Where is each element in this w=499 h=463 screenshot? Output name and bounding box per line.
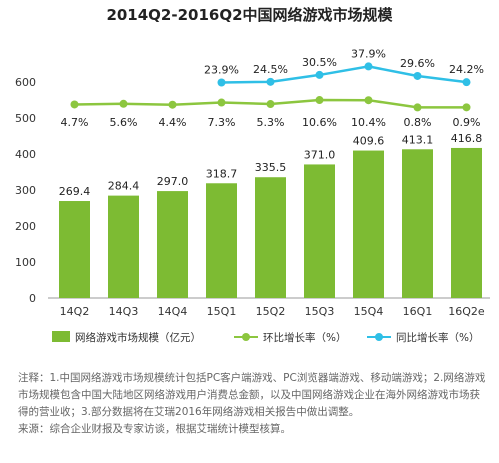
line-point (364, 96, 373, 105)
line-value-label: 0.8% (404, 116, 432, 129)
line-value-label: 24.5% (253, 63, 288, 76)
line-point (266, 100, 275, 109)
y-tick-label: 0 (29, 292, 36, 305)
bar-value-label: 409.6 (353, 135, 385, 148)
bar-swatch-icon (52, 331, 70, 342)
line-point (119, 99, 128, 108)
line-value-label: 29.6% (400, 57, 435, 70)
line-value-label: 4.7% (61, 116, 89, 129)
x-tick-label: 14Q2 (60, 305, 90, 318)
x-tick-label: 15Q3 (305, 305, 335, 318)
line-point (462, 78, 471, 87)
note-line: 注释：1.中国网络游戏市场规模统计包括PC客户端游戏、PC浏览器端游戏、移动端游… (18, 372, 486, 384)
legend-item-mom: 环比增长率（%） (234, 330, 346, 345)
line-point (413, 103, 422, 112)
x-tick-label: 14Q3 (109, 305, 139, 318)
bar-value-labels: 269.4 284.4 297.0 318.7 335.5 371.0 409.6 413.1… (59, 132, 483, 198)
line-value-label: 30.5% (302, 56, 337, 69)
note-line: 市场规模包含中国大陆地区网络游戏用户消费总金额，以及中国网络游戏企业在海外网络游… (18, 389, 480, 401)
combo-chart: 0 100 200 300 400 500 600 14Q2 14Q3 14Q4 15Q1 15Q2… (15, 47, 490, 318)
line-value-label: 7.3% (208, 116, 236, 129)
bar (59, 201, 90, 298)
legend-label-mom: 环比增长率（%） (263, 332, 347, 344)
line-value-label: 24.2% (449, 63, 484, 76)
bar (402, 149, 433, 298)
line-value-label: 10.4% (351, 116, 386, 129)
chart-title: 2014Q2-2016Q2中国网络游戏市场规模 (106, 6, 393, 24)
bar (206, 183, 237, 298)
line-point (315, 70, 324, 79)
line-point (70, 100, 79, 109)
y-tick-label: 600 (15, 76, 36, 89)
bar (108, 195, 139, 298)
y-tick-label: 500 (15, 112, 36, 125)
bar-value-label: 269.4 (59, 185, 91, 198)
y-tick-label: 400 (15, 148, 36, 161)
line-point (266, 77, 275, 86)
bar-value-label: 318.7 (206, 167, 238, 180)
line-point (168, 100, 177, 109)
bar (255, 177, 286, 298)
bar-value-label: 371.0 (304, 148, 336, 161)
legend-item-market-size: 网络游戏市场规模（亿元） (52, 330, 201, 345)
line-value-label: 23.9% (204, 64, 239, 77)
footnotes: 注释：1.中国网络游戏市场规模统计包括PC客户端游戏、PC浏览器端游戏、移动端游… (18, 370, 488, 438)
line-point (217, 78, 226, 87)
bar (304, 164, 335, 298)
x-tick-label: 15Q4 (354, 305, 384, 318)
x-tick-label: 16Q2e (448, 305, 485, 318)
note-line: 得的营业收；3.部分数据将在艾瑞2016年网络游戏相关报告中做出调整。 (18, 406, 360, 418)
line-point (462, 103, 471, 112)
x-tick-label: 14Q4 (158, 305, 188, 318)
x-tick-label: 15Q1 (207, 305, 237, 318)
line-value-label: 5.3% (257, 116, 285, 129)
x-axis-ticks: 14Q2 14Q3 14Q4 15Q1 15Q2 15Q3 15Q4 16Q1 16Q2e (60, 305, 485, 318)
source-line: 来源：综合企业财报及专家访谈，根据艾瑞统计模型核算。 (18, 423, 291, 435)
line-value-label: 4.4% (159, 116, 187, 129)
bar (451, 147, 482, 298)
y-tick-label: 300 (15, 184, 36, 197)
bar-value-label: 335.5 (255, 161, 287, 174)
line-point (364, 62, 373, 71)
line-point (413, 71, 422, 80)
line-point (217, 98, 226, 107)
series-line (221, 65, 467, 84)
line-marker-icon (234, 331, 258, 342)
bar (353, 150, 384, 298)
bar-value-label: 416.8 (451, 132, 483, 145)
line-marker-icon (367, 331, 391, 342)
bar-value-label: 297.0 (157, 175, 189, 188)
mom-growth-series: 4.7% 5.6% 4.4% 7.3% 5.3% 10.6% 10.4% 0.8% 0.9% (61, 96, 481, 129)
legend-item-yoy: 同比增长率（%） (367, 330, 479, 345)
bar-series (59, 147, 482, 298)
line-value-label: 37.9% (351, 47, 386, 60)
y-tick-label: 200 (15, 220, 36, 233)
line-value-label: 10.6% (302, 116, 337, 129)
legend: 网络游戏市场规模（亿元） 环比增长率（%） 同比增长率（%） (22, 330, 492, 348)
x-tick-label: 15Q2 (256, 305, 286, 318)
line-point (315, 96, 324, 105)
bar (157, 191, 188, 298)
line-value-label: 0.9% (453, 116, 481, 129)
y-axis-ticks: 0 100 200 300 400 500 600 (15, 76, 36, 305)
legend-label-yoy: 同比增长率（%） (396, 332, 480, 344)
bar-value-label: 413.1 (402, 133, 434, 146)
y-tick-label: 100 (15, 256, 36, 269)
line-value-label: 5.6% (110, 116, 138, 129)
x-tick-label: 16Q1 (403, 305, 433, 318)
legend-label-market-size: 网络游戏市场规模（亿元） (75, 332, 201, 344)
bar-value-label: 284.4 (108, 180, 140, 193)
yoy-growth-series: 23.9% 24.5% 30.5% 37.9% 29.6% 24.2% (204, 47, 484, 87)
